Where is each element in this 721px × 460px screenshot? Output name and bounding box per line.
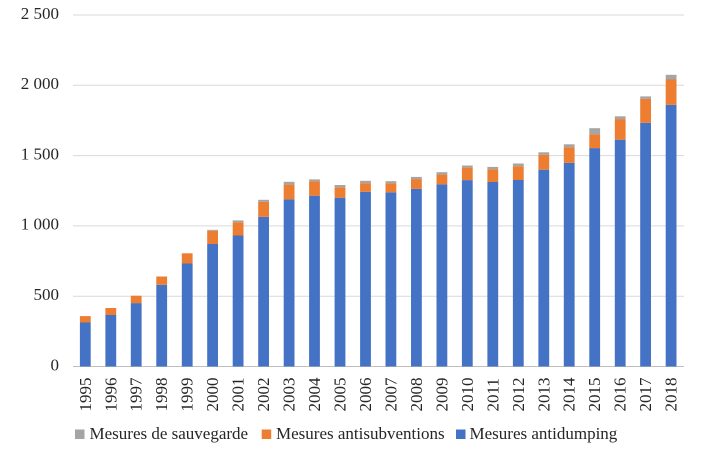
- svg-text:1999: 1999: [178, 378, 197, 412]
- svg-text:Mesures antidumping: Mesures antidumping: [470, 424, 618, 443]
- svg-text:2016: 2016: [611, 378, 630, 412]
- svg-text:2017: 2017: [636, 377, 655, 412]
- svg-text:1996: 1996: [101, 378, 120, 412]
- svg-text:500: 500: [34, 285, 60, 304]
- svg-text:2007: 2007: [381, 377, 400, 412]
- svg-text:1997: 1997: [127, 377, 146, 412]
- svg-text:1 000: 1 000: [21, 215, 59, 234]
- svg-text:2 000: 2 000: [21, 74, 59, 93]
- svg-text:2 500: 2 500: [21, 4, 59, 23]
- svg-text:Mesures antisubventions: Mesures antisubventions: [276, 424, 445, 443]
- svg-text:1 500: 1 500: [21, 144, 59, 163]
- svg-text:2013: 2013: [534, 378, 553, 412]
- svg-text:2006: 2006: [356, 378, 375, 412]
- svg-text:2018: 2018: [662, 378, 681, 412]
- svg-text:2004: 2004: [305, 377, 324, 412]
- svg-text:2000: 2000: [203, 378, 222, 412]
- svg-text:2011: 2011: [483, 378, 502, 411]
- svg-text:2010: 2010: [458, 378, 477, 412]
- svg-text:2015: 2015: [585, 378, 604, 412]
- svg-text:2012: 2012: [509, 378, 528, 412]
- svg-text:2008: 2008: [407, 378, 426, 412]
- svg-text:2005: 2005: [331, 378, 350, 412]
- svg-text:0: 0: [51, 355, 60, 374]
- svg-text:Mesures de sauvegarde: Mesures de sauvegarde: [90, 424, 249, 443]
- svg-text:2002: 2002: [254, 378, 273, 412]
- svg-text:2001: 2001: [229, 378, 248, 412]
- svg-text:1998: 1998: [152, 378, 171, 412]
- svg-text:2009: 2009: [432, 378, 451, 412]
- svg-text:2014: 2014: [560, 377, 579, 412]
- svg-text:1995: 1995: [76, 378, 95, 412]
- svg-text:2003: 2003: [280, 378, 299, 412]
